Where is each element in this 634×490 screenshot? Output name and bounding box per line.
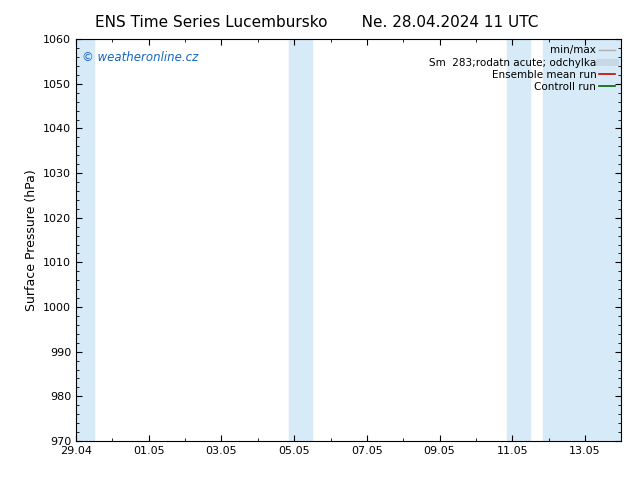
Y-axis label: Surface Pressure (hPa): Surface Pressure (hPa)	[25, 169, 37, 311]
Bar	[70, 39, 94, 441]
Text: © weatheronline.cz: © weatheronline.cz	[82, 51, 198, 64]
Text: ENS Time Series Lucembursko       Ne. 28.04.2024 11 UTC: ENS Time Series Lucembursko Ne. 28.04.20…	[95, 15, 539, 30]
Bar	[288, 39, 313, 441]
Bar	[543, 39, 627, 441]
Bar	[507, 39, 531, 441]
Legend: min/max, Sm  283;rodatn acute; odchylka, Ensemble mean run, Controll run: min/max, Sm 283;rodatn acute; odchylka, …	[425, 41, 619, 96]
